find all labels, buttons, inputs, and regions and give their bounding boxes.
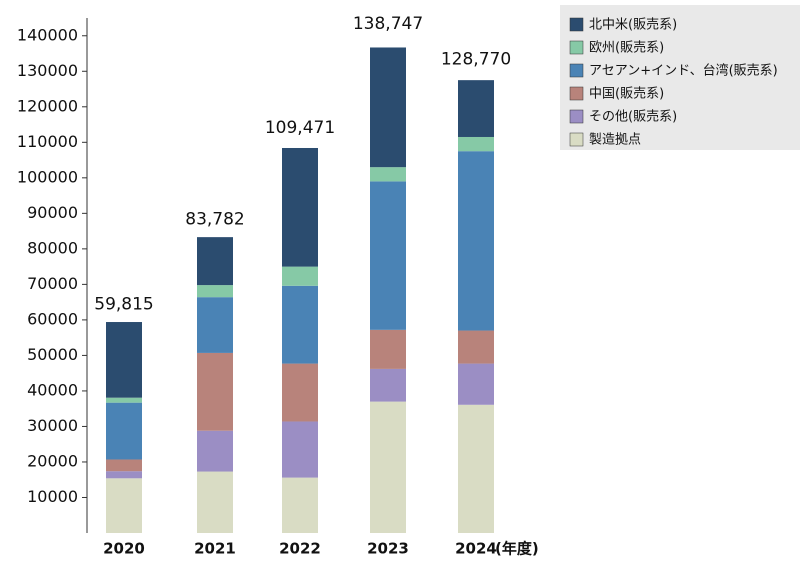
y-tick-label: 20000	[27, 451, 78, 470]
bar-segment	[197, 237, 233, 286]
x-tick-label: 2020	[103, 540, 145, 558]
bar-segment	[370, 329, 406, 369]
total-label: 138,747	[353, 14, 423, 34]
y-tick-label: 80000	[27, 238, 78, 257]
total-label: 109,471	[265, 118, 335, 138]
bar-segment	[458, 363, 494, 405]
bar-segment	[106, 402, 142, 460]
x-axis-label: (年度)	[495, 540, 539, 558]
y-tick-label: 120000	[17, 96, 78, 115]
bar-segment	[197, 285, 233, 298]
legend-box	[560, 5, 800, 150]
bar-segment	[282, 363, 318, 422]
bar-segment	[458, 136, 494, 152]
bar-segment	[106, 322, 142, 398]
y-tick-label: 50000	[27, 345, 78, 364]
y-tick-label: 100000	[17, 167, 78, 186]
y-tick-label: 30000	[27, 416, 78, 435]
y-tick-label: 90000	[27, 203, 78, 222]
bar-segment	[197, 297, 233, 353]
bar-segment	[106, 471, 142, 479]
bar-segment	[282, 421, 318, 478]
bar-segment	[370, 181, 406, 330]
bar-segment	[282, 147, 318, 267]
bar-segment	[370, 401, 406, 533]
legend-label: 中国(販売系)	[589, 86, 664, 102]
total-label: 128,770	[441, 50, 511, 70]
legend-swatch	[569, 40, 584, 55]
y-tick-label: 10000	[27, 487, 78, 506]
legend-label: 北中米(販売系)	[589, 17, 677, 33]
bar-segment	[282, 285, 318, 364]
bar-segment	[197, 430, 233, 472]
legend-swatch	[569, 17, 584, 32]
legend-swatch	[569, 63, 584, 78]
bar-segment	[282, 266, 318, 286]
bar-segment	[370, 368, 406, 402]
bar-segment	[106, 397, 142, 403]
bar-segment	[282, 477, 318, 533]
y-tick-label: 40000	[27, 380, 78, 399]
x-tick-label: 2022	[279, 540, 321, 558]
y-tick-label: 140000	[17, 25, 78, 44]
legend-label: 製造拠点	[589, 133, 641, 148]
legend-swatch	[569, 109, 584, 124]
bar-segment	[370, 47, 406, 168]
bar-segment	[458, 404, 494, 533]
bar-segment	[458, 330, 494, 364]
bar-segment	[458, 80, 494, 137]
total-label: 59,815	[94, 295, 153, 315]
bar-segment	[197, 352, 233, 431]
total-label: 83,782	[185, 209, 244, 229]
y-tick-label: 110000	[17, 132, 78, 151]
x-tick-label: 2021	[194, 540, 236, 558]
y-tick-label: 130000	[17, 61, 78, 80]
bar-segment	[370, 167, 406, 182]
legend-label: 欧州(販売系)	[589, 40, 664, 56]
bar-segment	[458, 151, 494, 331]
x-tick-label: 2024	[455, 540, 497, 558]
legend-swatch	[569, 132, 584, 147]
legend-label: その他(販売系)	[589, 109, 677, 125]
bar-segment	[197, 471, 233, 533]
y-tick-label: 60000	[27, 309, 78, 328]
bar-segment	[106, 478, 142, 533]
y-tick-label: 70000	[27, 274, 78, 293]
legend-label: アセアン+インド、台湾(販売系)	[589, 63, 778, 79]
x-tick-label: 2023	[367, 540, 409, 558]
bar-segment	[106, 459, 142, 472]
legend-swatch	[569, 86, 584, 101]
